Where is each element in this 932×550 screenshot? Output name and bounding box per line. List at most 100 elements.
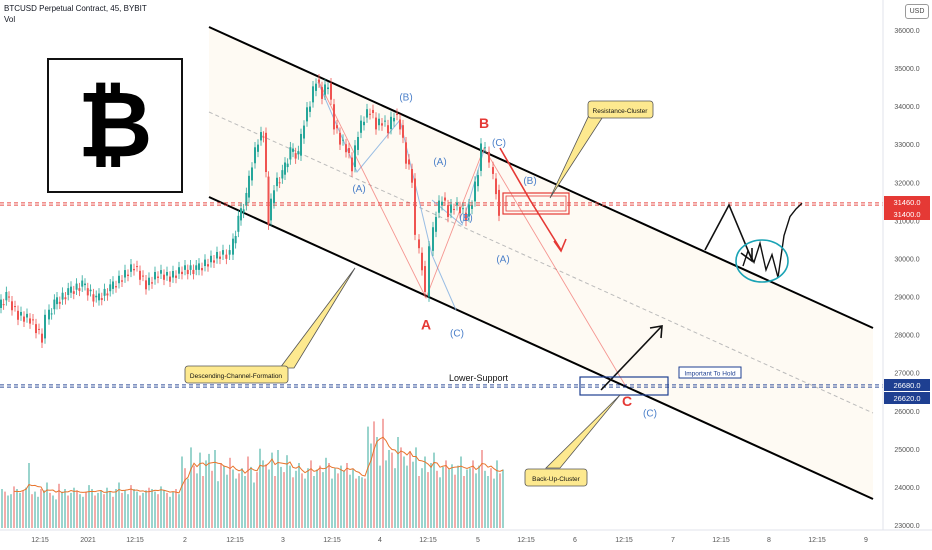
volume-bar	[25, 487, 27, 528]
volume-bar	[148, 487, 150, 528]
volume-bar	[55, 499, 57, 528]
channel-callout-text: Descending-Channel-Formation	[190, 373, 283, 380]
volume-bar	[199, 452, 201, 528]
candle-body	[64, 297, 67, 300]
volume-bar	[415, 447, 417, 528]
volume-bar	[91, 489, 93, 528]
volume-bar	[214, 450, 216, 528]
candle-body	[5, 291, 8, 301]
resistance-callout-tail	[549, 112, 605, 199]
time-tick-label: 9	[864, 537, 868, 544]
volume-bar	[7, 495, 9, 528]
volume-bar	[355, 478, 357, 528]
candle-body	[228, 250, 231, 255]
volume-bar	[340, 465, 342, 528]
volume-bar	[16, 489, 18, 528]
candle-body	[342, 139, 344, 141]
volume-bar	[22, 490, 24, 528]
candle-body	[396, 113, 398, 115]
candle-body	[447, 205, 449, 217]
volume-bar	[379, 465, 381, 528]
volume-bar	[100, 490, 102, 528]
volume-bar	[1, 489, 3, 528]
volume-bar	[262, 460, 264, 528]
volume-bar	[232, 469, 234, 528]
volume-bar	[46, 482, 48, 528]
candle-body	[148, 277, 150, 286]
candle-body	[471, 205, 473, 209]
candle-body	[393, 117, 395, 122]
candle-body	[375, 117, 377, 130]
candle-body	[324, 84, 326, 95]
candle-body	[189, 265, 192, 270]
candle-body	[130, 264, 132, 272]
candle-body	[178, 267, 180, 274]
volume-bar	[295, 470, 297, 528]
volume-bar	[58, 483, 60, 528]
candle-body	[160, 270, 162, 274]
time-tick-label: 12:15	[419, 537, 437, 544]
candle-body	[327, 87, 329, 90]
volume-bar	[133, 489, 135, 528]
price-axis[interactable]: 36000.0 35000.0 34000.0 33000.0 32000.0 31000…	[894, 28, 919, 530]
price-tick-label: 24000.0	[894, 485, 919, 492]
candle-body	[381, 123, 383, 126]
resistance-callout-text: Resistance-Cluster	[593, 108, 649, 115]
candle-body	[339, 132, 341, 145]
currency-button[interactable]: USD	[905, 4, 929, 19]
candle-body	[278, 182, 281, 184]
price-tick-label: 23000.0	[894, 523, 919, 530]
volume-bar	[85, 491, 87, 528]
volume-bar	[349, 474, 351, 528]
wave-labels: (B)(A)(A)(B)(C)(B)(A)(C)(C)BAC	[352, 92, 657, 419]
candle-body	[234, 235, 237, 244]
volume-bar	[490, 468, 492, 528]
candle-body	[44, 314, 46, 339]
candle-body	[192, 269, 195, 275]
candle-body	[172, 271, 174, 278]
candle-body	[11, 301, 13, 311]
volume-bar	[289, 465, 291, 528]
volume-bar	[211, 470, 213, 528]
candle-body	[321, 87, 323, 99]
candle-body	[488, 151, 490, 163]
wave-label: (C)	[492, 138, 506, 149]
candle-body	[387, 125, 389, 134]
candle-body	[363, 121, 365, 126]
resistance-box	[502, 192, 570, 215]
candle-body	[474, 181, 476, 202]
price-tick-label: 32000.0	[894, 180, 919, 187]
channel-callout-tail	[279, 267, 356, 369]
candle-body	[175, 275, 177, 278]
candle-body	[254, 147, 256, 164]
price-tick-label: 33000.0	[894, 142, 919, 149]
volume-bar	[154, 491, 156, 528]
candle-body	[435, 216, 437, 232]
wave-label: (C)	[643, 408, 657, 419]
volume-bar	[394, 468, 396, 528]
volume-bar	[169, 496, 171, 528]
volume-bar	[163, 490, 165, 528]
candle-body	[309, 106, 311, 112]
volume-bar	[175, 489, 177, 528]
price-level-tag	[884, 196, 930, 208]
candle-body	[297, 151, 300, 155]
candle-body	[92, 294, 95, 302]
volume-bar	[487, 476, 489, 528]
price-tick-label: 31000.0	[894, 218, 919, 225]
support-box	[579, 376, 669, 396]
time-axis[interactable]: 12:15 2021 12:15 2 12:15 3 12:15 4 12:15 5 12:15 6 1…	[31, 537, 868, 544]
candle-body	[418, 239, 420, 249]
candle-body	[399, 119, 401, 130]
candle-body	[20, 311, 22, 316]
candle-body	[360, 120, 362, 133]
candle-body	[109, 284, 112, 292]
wave-label: (B)	[523, 176, 536, 187]
volume-bar	[103, 494, 105, 528]
volume-bar	[106, 487, 108, 528]
volume-bar	[64, 489, 66, 528]
volume-bar	[76, 490, 78, 528]
volume-bar	[256, 472, 258, 528]
volume-bar	[94, 495, 96, 528]
